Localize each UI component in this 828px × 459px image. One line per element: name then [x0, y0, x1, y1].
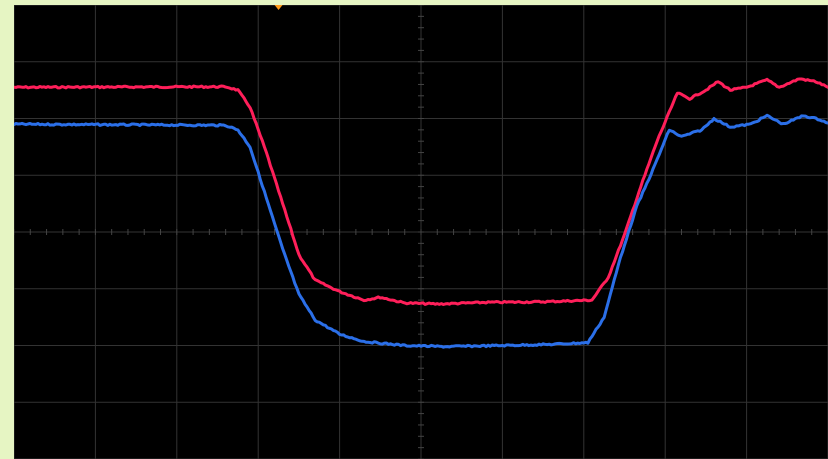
oscilloscope-screen — [14, 5, 828, 459]
series-line-1 — [14, 77, 828, 306]
trigger-marker-icon — [274, 5, 283, 10]
traces — [14, 77, 828, 349]
series-line-2 — [14, 113, 828, 349]
waveform-plot — [14, 5, 828, 459]
